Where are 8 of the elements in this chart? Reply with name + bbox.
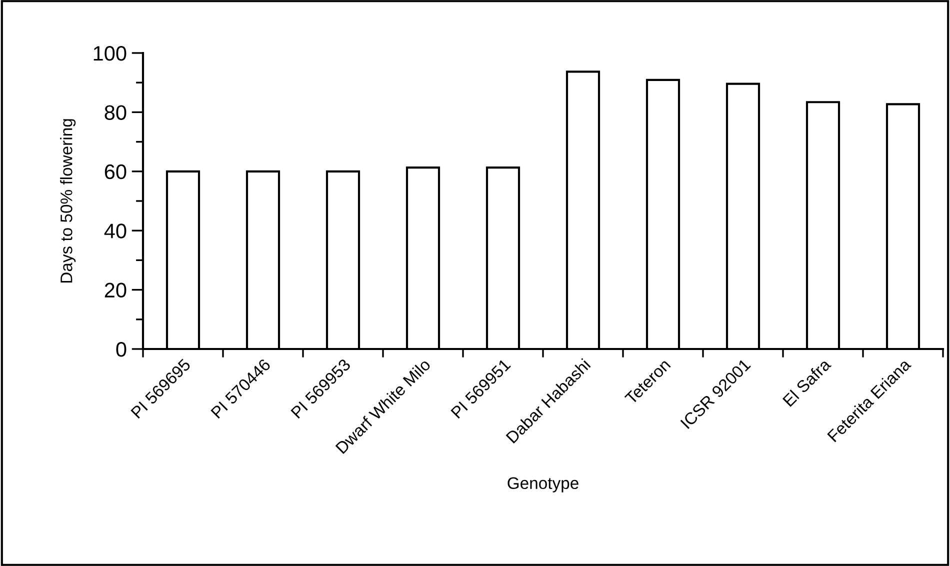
y-axis-title: Days to 50% flowering: [60, 119, 76, 283]
y-tick-label: 0: [116, 342, 126, 357]
y-tick-label: 40: [104, 224, 126, 238]
y-tick-label: 100: [94, 46, 126, 61]
x-axis-title: Genotype: [508, 477, 578, 492]
y-tick-label: 60: [104, 164, 126, 180]
y-tick-label: 80: [104, 105, 126, 120]
y-tick-label: 20: [104, 282, 126, 298]
